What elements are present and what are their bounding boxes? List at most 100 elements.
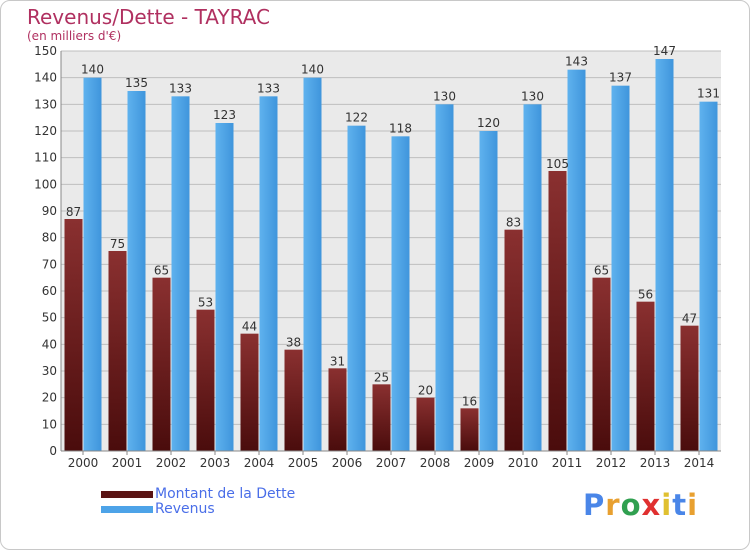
logo-letter: i [661,488,673,522]
legend-swatch-revenus [101,506,153,513]
chart-title: Revenus/Dette - TAYRAC [27,5,270,29]
legend-label-dette: Montant de la Dette [155,486,296,502]
x-tick-label: 2013 [640,456,671,470]
data-labels-group: 87 140 75 135 65 133 53 123 44 133 38 140 31 122 25 118… [66,44,720,408]
x-tick-label: 2012 [596,456,627,470]
data-label-dette: 53 [198,296,213,310]
x-tick-label: 2014 [684,456,715,470]
data-label-dette: 25 [374,370,389,384]
x-tick-label: 2001 [112,456,143,470]
data-label-dette: 105 [546,157,569,171]
bar-dette [504,229,523,451]
data-label-revenus: 123 [213,108,236,122]
data-label-dette: 87 [66,205,81,219]
data-label-dette: 47 [682,312,697,326]
x-tick-label: 2003 [200,456,231,470]
data-label-revenus: 133 [257,81,280,95]
y-tick-label: 20 [42,391,57,405]
plot-background [61,51,721,451]
logo-letter: r [605,488,621,522]
x-tick-label: 2004 [244,456,275,470]
y-tick-label: 40 [42,337,57,351]
legend-label-revenus: Revenus [155,501,215,517]
bar-dette [328,368,347,451]
data-label-revenus: 140 [301,63,324,77]
bar-revenus [215,123,234,451]
data-label-dette: 16 [462,394,477,408]
x-tick-label: 2002 [156,456,187,470]
data-label-dette: 65 [594,264,609,278]
bar-revenus [83,77,102,452]
logo-letter: t [672,488,688,522]
logo-letter: i [687,488,699,522]
bar-revenus [479,131,498,451]
bar-revenus [523,104,542,451]
bar-dette [64,219,83,451]
bar-dette [372,384,391,451]
y-tick-label: 120 [34,124,57,138]
bar-dette [196,309,215,451]
legend-item-dette: Montant de la Dette [101,487,295,502]
bar-dette [460,408,479,451]
x-tick-label: 2007 [376,456,407,470]
data-label-dette: 75 [110,237,125,251]
bar-dette [680,325,699,451]
data-label-revenus: 140 [81,63,104,77]
bar-revenus [435,104,454,451]
y-tick-label: 110 [34,151,57,165]
data-label-revenus: 120 [477,116,500,130]
grid-lines [61,50,721,452]
data-label-revenus: 122 [345,111,368,125]
bar-dette [592,277,611,451]
bar-revenus [567,69,586,452]
data-label-dette: 83 [506,216,521,230]
bars-group [64,59,718,452]
bar-dette [240,333,259,451]
x-tick-label: 2011 [552,456,583,470]
legend-item-revenus: Revenus [101,502,295,517]
bar-revenus [611,85,630,452]
y-tick-label: 60 [42,284,57,298]
bar-dette [416,397,435,451]
x-tick-label: 2009 [464,456,495,470]
data-label-dette: 56 [638,288,653,302]
data-label-dette: 44 [242,320,257,334]
data-label-dette: 38 [286,336,301,350]
bar-revenus [655,59,674,451]
y-tick-label: 140 [34,71,57,85]
bar-revenus [699,101,718,452]
bar-dette [284,349,303,451]
y-tick-label: 90 [42,204,57,218]
bar-revenus [127,91,146,451]
bar-revenus [391,136,410,452]
data-label-revenus: 118 [389,121,412,135]
bar-dette [152,277,171,451]
bar-revenus [303,77,322,452]
chart-subtitle: (en milliers d'€) [27,29,122,43]
y-tick-label: 80 [42,231,57,245]
data-label-dette: 65 [154,264,169,278]
y-tick-label: 100 [34,177,57,191]
x-tick-label: 2000 [68,456,99,470]
x-tick-label: 2010 [508,456,539,470]
bar-dette [548,171,567,451]
plot-area [61,51,721,451]
y-tick-label: 0 [49,444,57,458]
data-label-revenus: 137 [609,71,632,85]
y-tick-label: 10 [42,417,57,431]
x-tick-label: 2006 [332,456,363,470]
data-label-dette: 31 [330,354,345,368]
legend-swatch-dette [101,491,153,498]
logo-letter: P [583,488,606,522]
bar-chart: 87 140 75 135 65 133 53 123 44 133 38 140 31 122 25 118… [34,44,721,470]
bar-revenus [347,125,366,452]
y-tick-label: 130 [34,97,57,111]
bar-dette [636,301,655,451]
data-label-revenus: 133 [169,81,192,95]
logo-letter: x [641,488,662,522]
y-tick-label: 150 [34,44,57,58]
data-label-revenus: 135 [125,76,148,90]
data-label-revenus: 147 [653,44,676,58]
bar-revenus [259,96,278,451]
